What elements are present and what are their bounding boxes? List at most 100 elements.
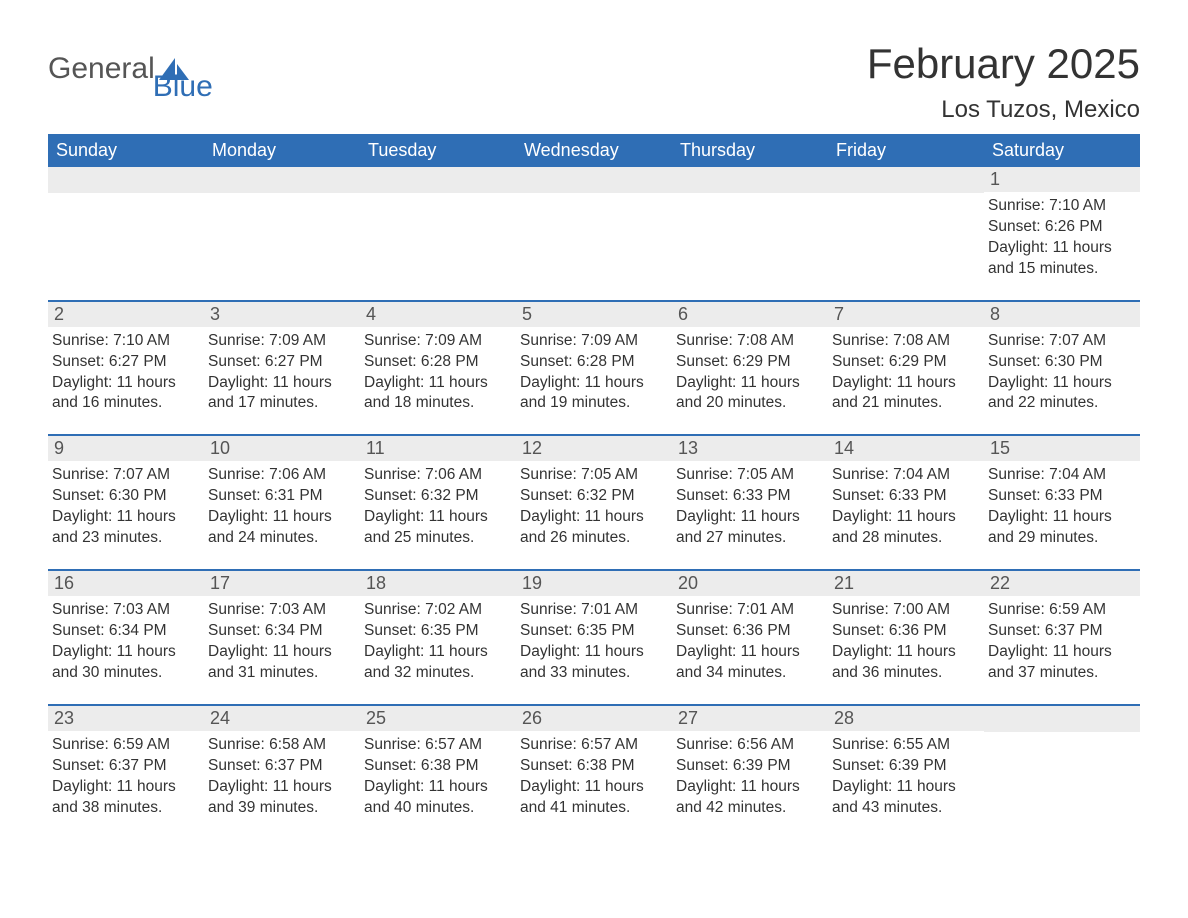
daylight-line: Daylight: 11 hours and 33 minutes. xyxy=(520,642,666,684)
day-details: Sunrise: 7:06 AMSunset: 6:32 PMDaylight:… xyxy=(364,465,510,549)
sunrise-line: Sunrise: 7:02 AM xyxy=(364,600,510,621)
sunset-line: Sunset: 6:39 PM xyxy=(832,756,978,777)
day-number: 13 xyxy=(672,436,828,461)
day-cell: 22Sunrise: 6:59 AMSunset: 6:37 PMDayligh… xyxy=(984,571,1140,690)
day-details: Sunrise: 6:55 AMSunset: 6:39 PMDaylight:… xyxy=(832,735,978,819)
week-row: 9 Sunrise: 7:07 AMSunset: 6:30 PMDaylight… xyxy=(48,434,1140,555)
day-details: Sunrise: 7:02 AMSunset: 6:35 PMDaylight:… xyxy=(364,600,510,684)
sunrise-line: Sunrise: 7:10 AM xyxy=(52,331,198,352)
day-details: Sunrise: 7:08 AMSunset: 6:29 PMDaylight:… xyxy=(832,331,978,415)
day-number xyxy=(48,167,204,193)
daylight-line: Daylight: 11 hours and 26 minutes. xyxy=(520,507,666,549)
day-number: 4 xyxy=(360,302,516,327)
month-title: February 2025 xyxy=(867,40,1140,88)
day-details: Sunrise: 6:56 AMSunset: 6:39 PMDaylight:… xyxy=(676,735,822,819)
day-details: Sunrise: 7:09 AMSunset: 6:27 PMDaylight:… xyxy=(208,331,354,415)
day-number: 27 xyxy=(672,706,828,731)
day-number xyxy=(672,167,828,193)
day-header-cell: Wednesday xyxy=(516,134,672,167)
daylight-line: Daylight: 11 hours and 32 minutes. xyxy=(364,642,510,684)
sunrise-line: Sunrise: 6:57 AM xyxy=(520,735,666,756)
daylight-line: Daylight: 11 hours and 23 minutes. xyxy=(52,507,198,549)
day-number: 1 xyxy=(984,167,1140,192)
day-cell: 23Sunrise: 6:59 AMSunset: 6:37 PMDayligh… xyxy=(48,706,204,825)
sunset-line: Sunset: 6:30 PM xyxy=(52,486,198,507)
daylight-line: Daylight: 11 hours and 20 minutes. xyxy=(676,373,822,415)
day-number: 17 xyxy=(204,571,360,596)
day-header-cell: Saturday xyxy=(984,134,1140,167)
week-row: 16Sunrise: 7:03 AMSunset: 6:34 PMDayligh… xyxy=(48,569,1140,690)
day-cell: 19Sunrise: 7:01 AMSunset: 6:35 PMDayligh… xyxy=(516,571,672,690)
day-cell: 26Sunrise: 6:57 AMSunset: 6:38 PMDayligh… xyxy=(516,706,672,825)
day-header-cell: Monday xyxy=(204,134,360,167)
sunset-line: Sunset: 6:30 PM xyxy=(988,352,1134,373)
day-cell xyxy=(984,706,1140,825)
title-block: February 2025 Los Tuzos, Mexico xyxy=(867,40,1140,124)
sunrise-line: Sunrise: 7:03 AM xyxy=(208,600,354,621)
day-cell: 9 Sunrise: 7:07 AMSunset: 6:30 PMDaylight… xyxy=(48,436,204,555)
sunset-line: Sunset: 6:33 PM xyxy=(832,486,978,507)
sunrise-line: Sunrise: 7:01 AM xyxy=(520,600,666,621)
day-number: 24 xyxy=(204,706,360,731)
sunset-line: Sunset: 6:34 PM xyxy=(52,621,198,642)
day-cell: 11Sunrise: 7:06 AMSunset: 6:32 PMDayligh… xyxy=(360,436,516,555)
day-cell: 20Sunrise: 7:01 AMSunset: 6:36 PMDayligh… xyxy=(672,571,828,690)
daylight-line: Daylight: 11 hours and 34 minutes. xyxy=(676,642,822,684)
day-details: Sunrise: 7:07 AMSunset: 6:30 PMDaylight:… xyxy=(988,331,1134,415)
day-details: Sunrise: 7:07 AMSunset: 6:30 PMDaylight:… xyxy=(52,465,198,549)
day-cell: 16Sunrise: 7:03 AMSunset: 6:34 PMDayligh… xyxy=(48,571,204,690)
day-details: Sunrise: 7:01 AMSunset: 6:35 PMDaylight:… xyxy=(520,600,666,684)
daylight-line: Daylight: 11 hours and 39 minutes. xyxy=(208,777,354,819)
daylight-line: Daylight: 11 hours and 42 minutes. xyxy=(676,777,822,819)
sunset-line: Sunset: 6:28 PM xyxy=(520,352,666,373)
day-cell: 2 Sunrise: 7:10 AMSunset: 6:27 PMDaylight… xyxy=(48,302,204,421)
day-cell xyxy=(48,167,204,286)
day-number: 22 xyxy=(984,571,1140,596)
day-cell: 1 Sunrise: 7:10 AMSunset: 6:26 PMDaylight… xyxy=(984,167,1140,286)
daylight-line: Daylight: 11 hours and 25 minutes. xyxy=(364,507,510,549)
week-row: 23Sunrise: 6:59 AMSunset: 6:37 PMDayligh… xyxy=(48,704,1140,825)
day-number: 2 xyxy=(48,302,204,327)
sunset-line: Sunset: 6:37 PM xyxy=(52,756,198,777)
day-details: Sunrise: 7:05 AMSunset: 6:32 PMDaylight:… xyxy=(520,465,666,549)
day-details: Sunrise: 7:09 AMSunset: 6:28 PMDaylight:… xyxy=(364,331,510,415)
daylight-line: Daylight: 11 hours and 19 minutes. xyxy=(520,373,666,415)
day-details: Sunrise: 6:57 AMSunset: 6:38 PMDaylight:… xyxy=(520,735,666,819)
sunrise-line: Sunrise: 6:59 AM xyxy=(988,600,1134,621)
sunset-line: Sunset: 6:39 PM xyxy=(676,756,822,777)
day-details: Sunrise: 7:03 AMSunset: 6:34 PMDaylight:… xyxy=(208,600,354,684)
day-details: Sunrise: 7:03 AMSunset: 6:34 PMDaylight:… xyxy=(52,600,198,684)
daylight-line: Daylight: 11 hours and 36 minutes. xyxy=(832,642,978,684)
day-number: 9 xyxy=(48,436,204,461)
day-header-cell: Tuesday xyxy=(360,134,516,167)
day-number: 5 xyxy=(516,302,672,327)
sunrise-line: Sunrise: 6:55 AM xyxy=(832,735,978,756)
calendar: SundayMondayTuesdayWednesdayThursdayFrid… xyxy=(48,134,1140,824)
day-cell: 24Sunrise: 6:58 AMSunset: 6:37 PMDayligh… xyxy=(204,706,360,825)
sunrise-line: Sunrise: 7:06 AM xyxy=(208,465,354,486)
day-cell: 12Sunrise: 7:05 AMSunset: 6:32 PMDayligh… xyxy=(516,436,672,555)
day-header-cell: Friday xyxy=(828,134,984,167)
sunset-line: Sunset: 6:27 PM xyxy=(52,352,198,373)
week-row: 2Sunrise: 7:10 AMSunset: 6:27 PMDaylight… xyxy=(48,300,1140,421)
sunset-line: Sunset: 6:33 PM xyxy=(676,486,822,507)
sunset-line: Sunset: 6:36 PM xyxy=(832,621,978,642)
sunrise-line: Sunrise: 7:09 AM xyxy=(520,331,666,352)
sunrise-line: Sunrise: 6:57 AM xyxy=(364,735,510,756)
day-cell: 15Sunrise: 7:04 AMSunset: 6:33 PMDayligh… xyxy=(984,436,1140,555)
day-details: Sunrise: 7:10 AMSunset: 6:26 PMDaylight:… xyxy=(988,196,1134,280)
day-number: 28 xyxy=(828,706,984,731)
daylight-line: Daylight: 11 hours and 24 minutes. xyxy=(208,507,354,549)
daylight-line: Daylight: 11 hours and 28 minutes. xyxy=(832,507,978,549)
day-details: Sunrise: 7:04 AMSunset: 6:33 PMDaylight:… xyxy=(832,465,978,549)
day-cell: 4 Sunrise: 7:09 AMSunset: 6:28 PMDaylight… xyxy=(360,302,516,421)
day-cell: 17 Sunrise: 7:03 AMSunset: 6:34 PMDayligh… xyxy=(204,571,360,690)
daylight-line: Daylight: 11 hours and 16 minutes. xyxy=(52,373,198,415)
day-number: 3 xyxy=(204,302,360,327)
day-header-cell: Sunday xyxy=(48,134,204,167)
daylight-line: Daylight: 11 hours and 18 minutes. xyxy=(364,373,510,415)
day-details: Sunrise: 7:09 AMSunset: 6:28 PMDaylight:… xyxy=(520,331,666,415)
sunset-line: Sunset: 6:29 PM xyxy=(676,352,822,373)
day-details: Sunrise: 7:06 AMSunset: 6:31 PMDaylight:… xyxy=(208,465,354,549)
sunset-line: Sunset: 6:29 PM xyxy=(832,352,978,373)
